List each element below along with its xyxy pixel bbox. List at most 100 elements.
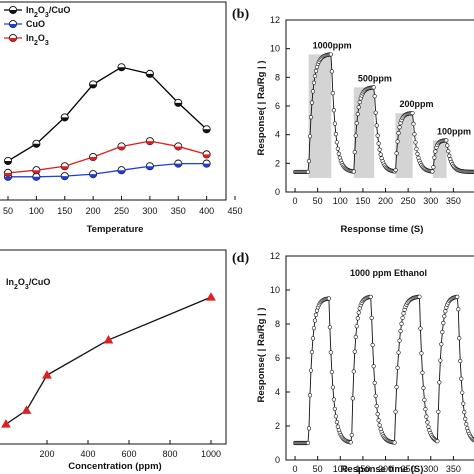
response-curve bbox=[295, 296, 474, 444]
label-fragment: 2 bbox=[14, 284, 18, 291]
response-data-point bbox=[355, 111, 360, 117]
panel-a-data-point bbox=[60, 162, 69, 171]
response-data-point bbox=[394, 385, 399, 390]
panel-d-x-ticks: 0 50 100 150 200 250 300 350 bbox=[293, 456, 461, 474]
panel-a-data-point-fill bbox=[174, 146, 182, 151]
label-fragment: 2 bbox=[34, 12, 38, 19]
panel-c-data-point bbox=[1, 419, 11, 428]
response-data-point bbox=[373, 110, 378, 115]
response-data-point bbox=[377, 147, 382, 152]
panel-a-series-line bbox=[7, 140, 207, 174]
panel-a-legend-marker-fill bbox=[9, 10, 17, 14]
response-data-point bbox=[369, 315, 374, 320]
panel-a-legend-marker-fill bbox=[9, 38, 17, 42]
panel-a-legend-marker bbox=[8, 33, 18, 43]
x-tick-label: 250 bbox=[401, 196, 416, 206]
response-data-point bbox=[439, 342, 444, 347]
panel-a-x-label: Temperature bbox=[87, 224, 144, 235]
panel-a-x-tick-label: 250 bbox=[114, 206, 129, 216]
response-data-point bbox=[459, 376, 464, 381]
x-tick-label: 0 bbox=[293, 464, 298, 474]
response-data-point bbox=[393, 409, 398, 414]
response-data-point bbox=[412, 132, 417, 137]
label-fragment: 3 bbox=[45, 40, 49, 47]
response-data-point bbox=[396, 350, 401, 355]
response-data-point bbox=[395, 139, 400, 144]
panel-a-data-point bbox=[174, 98, 183, 107]
panel-b-y-label: Response( | Ra/Rg | ) bbox=[256, 60, 267, 155]
label-fragment: In bbox=[6, 277, 14, 287]
panel-a-data-point-fill bbox=[146, 166, 154, 170]
y-tick-label: 10 bbox=[270, 285, 280, 295]
response-data-point bbox=[312, 73, 318, 79]
panel-a-data-point-fill bbox=[146, 73, 154, 78]
label-fragment: /CuO bbox=[29, 277, 51, 287]
panel-b: (b) 0 2 4 6 8 10 12 0 50 100 150 200 250 300 350 Resp… bbox=[232, 7, 474, 235]
panel-a-data-point-fill bbox=[89, 84, 97, 89]
panel-a-data-point-fill bbox=[4, 172, 12, 177]
response-data-point bbox=[356, 105, 361, 110]
response-data-point bbox=[352, 349, 357, 354]
panel-a-x-tick-label: 400 bbox=[199, 206, 214, 216]
panel-c-data-point bbox=[42, 370, 52, 379]
response-data-point bbox=[370, 342, 375, 348]
response-data-point bbox=[356, 310, 361, 315]
label-fragment: 3 bbox=[25, 284, 29, 291]
panel-a-data-point-fill bbox=[89, 174, 97, 178]
y-tick-label: 4 bbox=[275, 130, 280, 140]
label-fragment: O bbox=[18, 277, 25, 287]
response-data-point bbox=[401, 311, 406, 316]
response-data-point bbox=[460, 390, 465, 395]
response-data-point bbox=[376, 418, 381, 423]
response-data-point bbox=[397, 338, 402, 343]
response-data-point bbox=[331, 108, 336, 113]
response-data-point bbox=[372, 94, 377, 99]
response-data-point bbox=[307, 393, 313, 398]
response-data-point bbox=[464, 421, 469, 427]
response-data-point bbox=[430, 169, 435, 174]
response-data-point bbox=[348, 440, 353, 445]
response-data-point bbox=[397, 125, 402, 130]
panel-c-x-tick-label: 1000 bbox=[201, 449, 221, 459]
response-data-point bbox=[374, 123, 379, 128]
response-data-point bbox=[354, 121, 359, 126]
label-fragment: 3 bbox=[45, 12, 49, 19]
panel-a-data-point-fill bbox=[32, 143, 40, 148]
response-data-point bbox=[395, 365, 400, 370]
response-data-point bbox=[463, 416, 468, 421]
y-tick-label: 12 bbox=[270, 15, 280, 25]
response-data-point bbox=[336, 151, 341, 156]
response-data-point bbox=[435, 439, 440, 444]
x-tick-label: 50 bbox=[313, 464, 323, 474]
label-fragment: O bbox=[38, 33, 45, 43]
response-data-point bbox=[328, 52, 333, 57]
panel-a-data-point-fill bbox=[117, 146, 126, 151]
y-tick-label: 0 bbox=[275, 455, 280, 465]
panel-a-data-point-fill bbox=[61, 117, 69, 121]
y-tick-label: 8 bbox=[275, 319, 280, 329]
panel-a-data-point bbox=[117, 166, 126, 175]
response-data-point bbox=[423, 407, 428, 412]
label-fragment: /CuO bbox=[49, 5, 71, 15]
panel-a-data-point bbox=[32, 139, 41, 148]
panel-c-frame bbox=[0, 249, 227, 445]
label-fragment: In bbox=[26, 33, 34, 43]
panel-a-series-line bbox=[7, 66, 208, 162]
response-data-point bbox=[371, 85, 376, 90]
response-data-point bbox=[436, 409, 441, 414]
response-data-point bbox=[457, 336, 462, 341]
panel-a-data-point-fill bbox=[61, 176, 69, 180]
response-data-point bbox=[333, 131, 338, 137]
response-data-point bbox=[334, 419, 339, 425]
panel-a-legend-label: In2O3 bbox=[26, 33, 49, 47]
label-fragment: O bbox=[38, 5, 45, 15]
response-data-point bbox=[411, 121, 416, 126]
y-tick-label: 12 bbox=[270, 251, 280, 261]
response-data-point bbox=[374, 404, 379, 409]
panel-d-y-label: Response( | Ra/Rg | ) bbox=[256, 307, 267, 402]
response-data-point bbox=[350, 396, 355, 401]
label-fragment: CuO bbox=[26, 19, 45, 29]
y-tick-label: 2 bbox=[275, 158, 280, 168]
response-data-point bbox=[368, 294, 373, 299]
response-data-point bbox=[308, 368, 314, 373]
